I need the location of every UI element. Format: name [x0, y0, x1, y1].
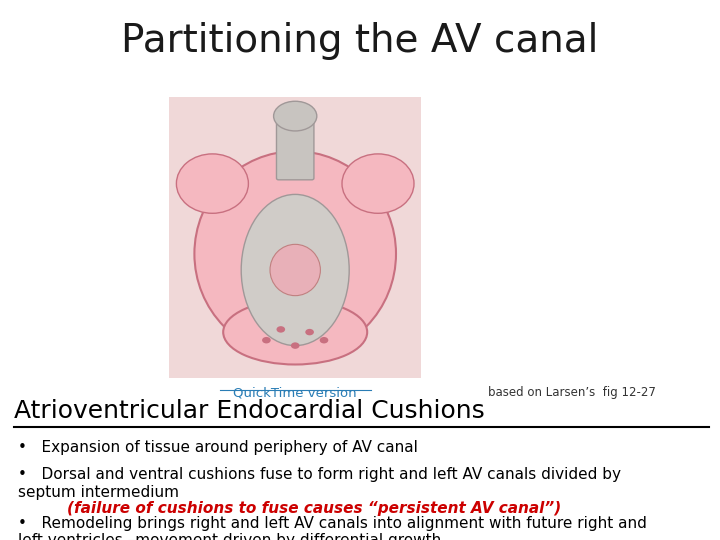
- FancyBboxPatch shape: [276, 123, 314, 180]
- Text: •   Expansion of tissue around periphery of AV canal: • Expansion of tissue around periphery o…: [18, 440, 418, 455]
- Ellipse shape: [176, 154, 248, 213]
- Text: (failure of cushions to fuse causes “persistent AV canal”): (failure of cushions to fuse causes “per…: [67, 501, 561, 516]
- Text: •   Dorsal and ventral cushions fuse to form right and left AV canals divided by: • Dorsal and ventral cushions fuse to fo…: [18, 467, 621, 500]
- Ellipse shape: [291, 342, 300, 349]
- Text: •   Remodeling brings right and left AV canals into alignment with future right : • Remodeling brings right and left AV ca…: [18, 516, 647, 540]
- Ellipse shape: [342, 154, 414, 213]
- Ellipse shape: [276, 326, 285, 333]
- Ellipse shape: [262, 337, 271, 343]
- Ellipse shape: [223, 300, 367, 365]
- Text: Partitioning the AV canal: Partitioning the AV canal: [121, 22, 599, 59]
- Text: Atrioventricular Endocardial Cushions: Atrioventricular Endocardial Cushions: [14, 399, 485, 422]
- Text: based on Larsen’s  fig 12-27: based on Larsen’s fig 12-27: [488, 386, 657, 399]
- Ellipse shape: [274, 101, 317, 131]
- Ellipse shape: [194, 151, 396, 356]
- Ellipse shape: [305, 329, 314, 335]
- FancyBboxPatch shape: [169, 97, 421, 378]
- Ellipse shape: [320, 337, 328, 343]
- Text: QuickTime version: QuickTime version: [233, 386, 357, 399]
- Ellipse shape: [270, 244, 320, 296]
- Ellipse shape: [241, 194, 349, 346]
